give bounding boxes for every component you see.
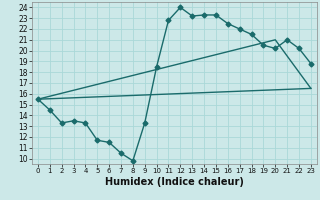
X-axis label: Humidex (Indice chaleur): Humidex (Indice chaleur) xyxy=(105,177,244,187)
